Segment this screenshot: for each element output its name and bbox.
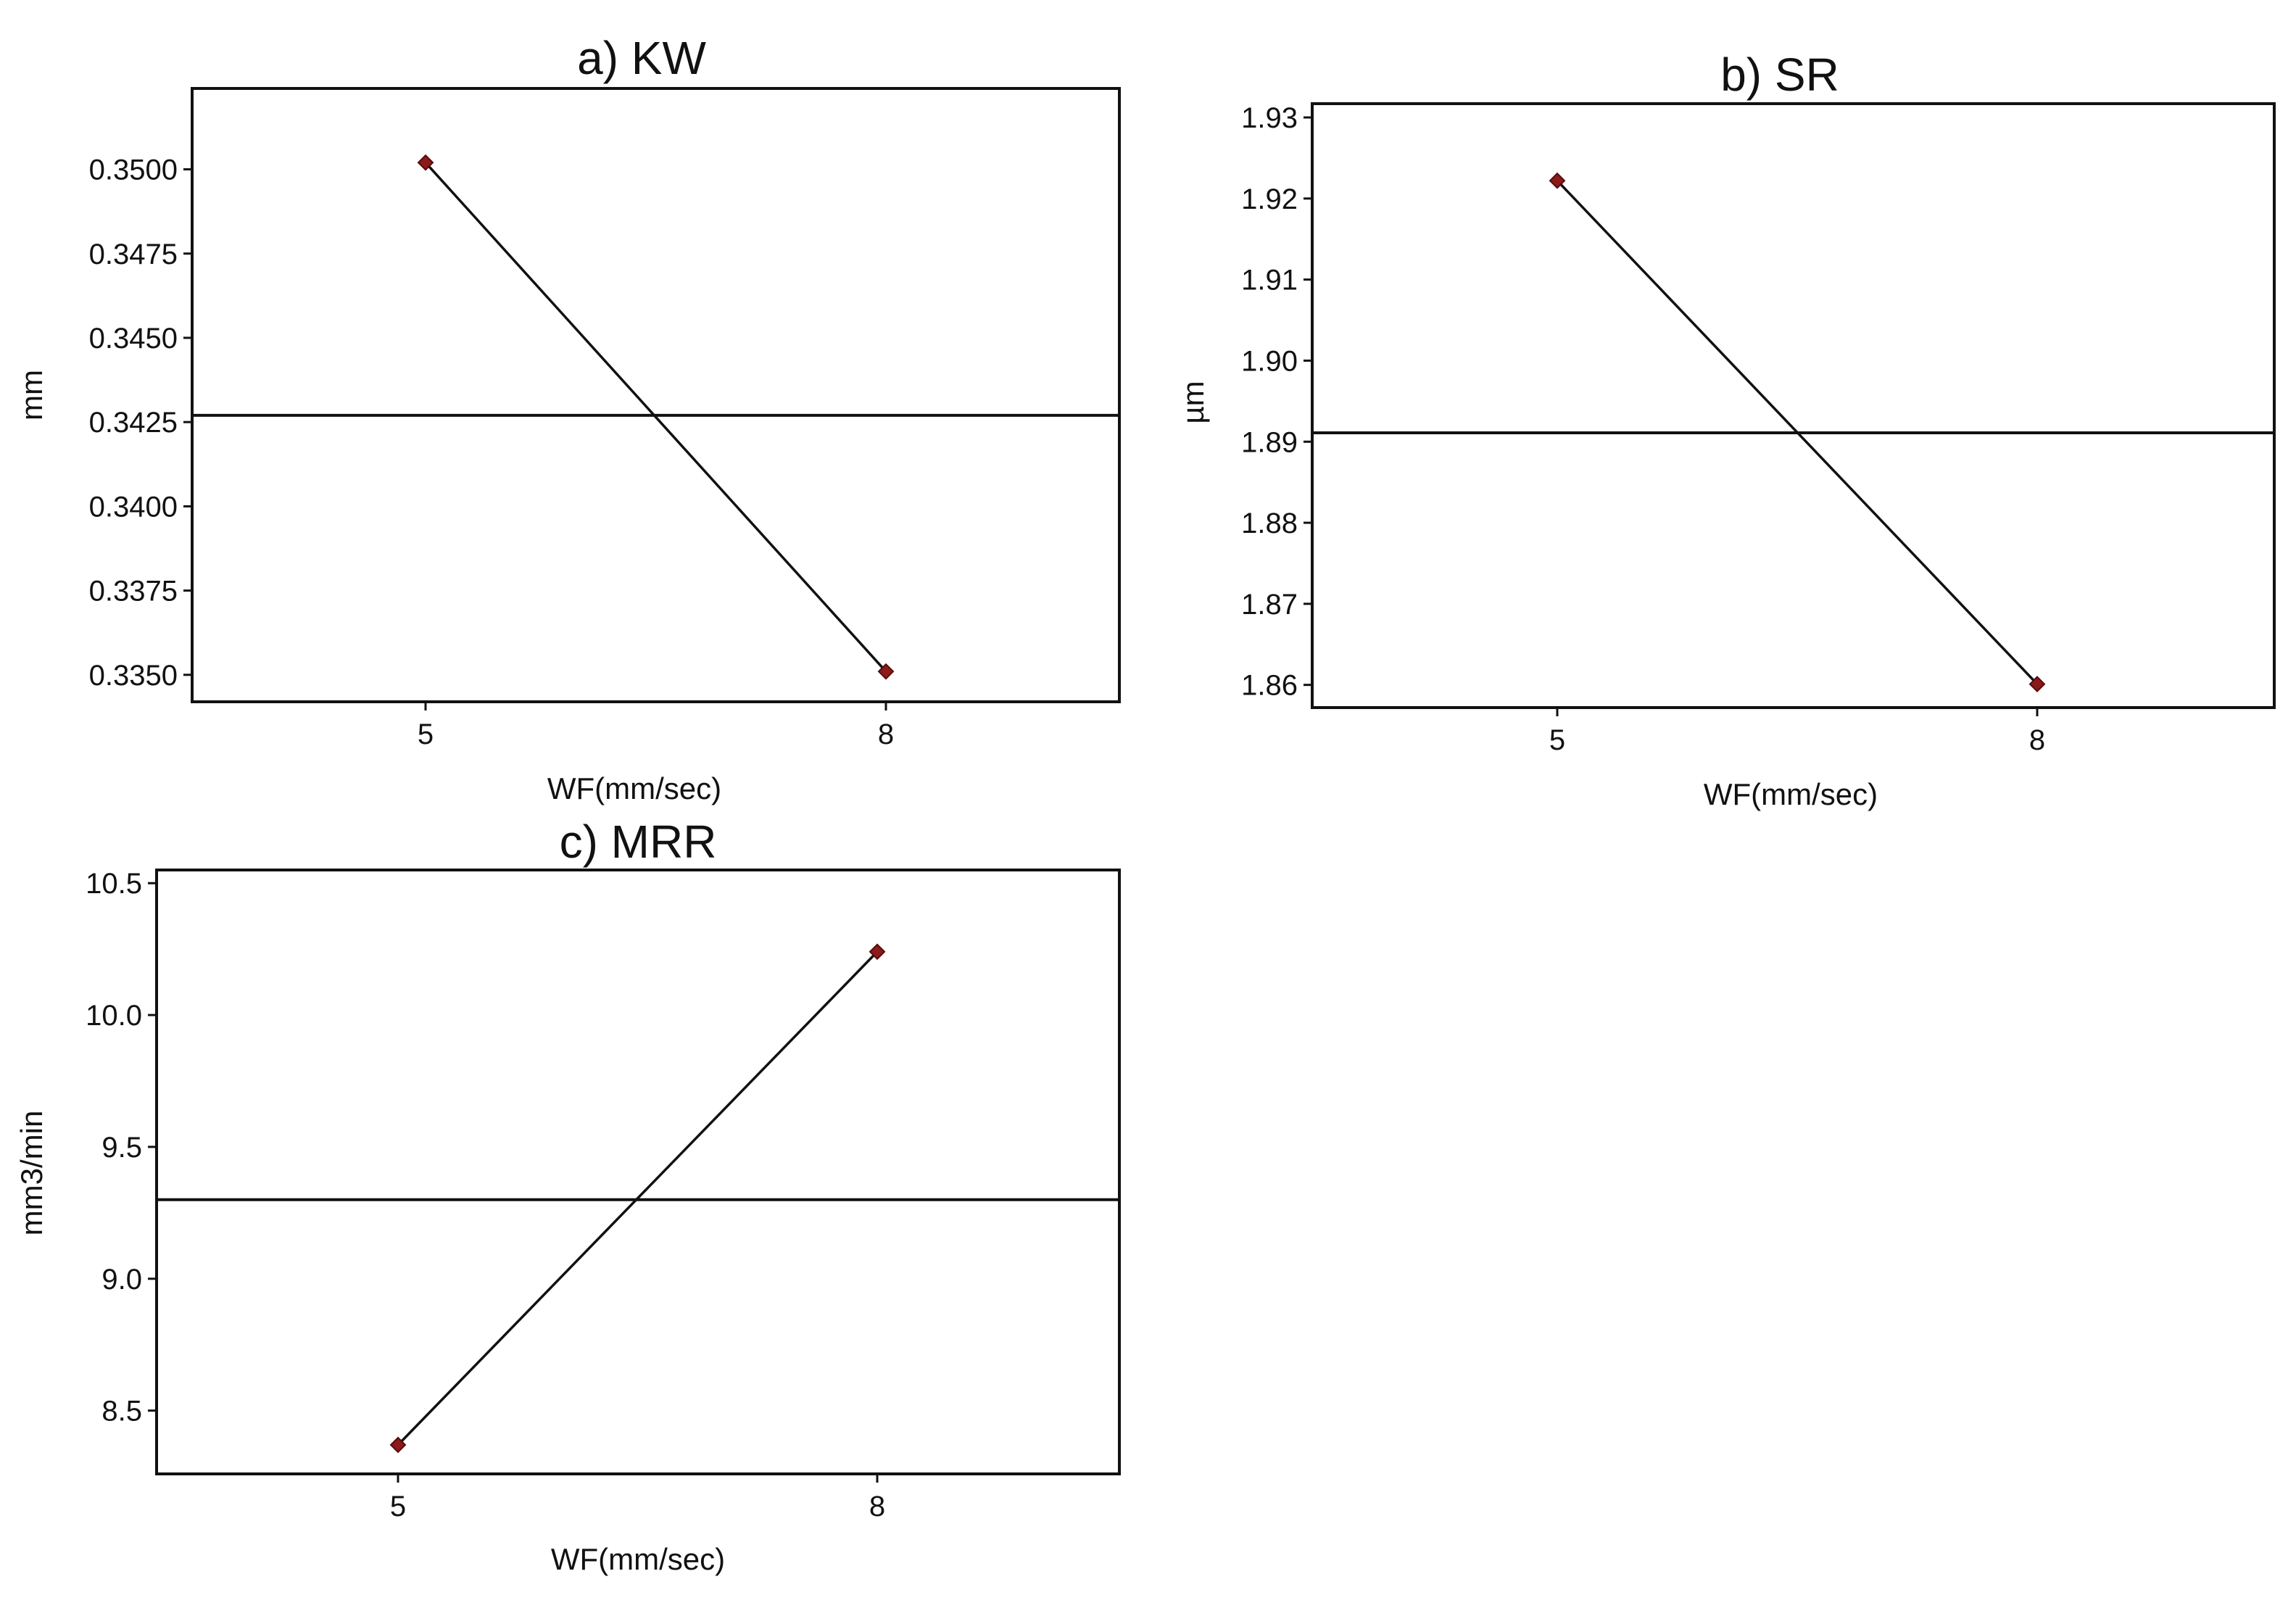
- chart-panel-sr: b) SR µm WF(mm/sec) 1.86 1.87 1.88 1.89 1.90…: [1176, 49, 2276, 811]
- data-point-sr: [2028, 676, 2046, 692]
- y-tick-label-kw: 0.3475: [89, 239, 178, 270]
- x-tick-label-sr: 5: [1549, 724, 1565, 756]
- data-point-sr: [1549, 172, 1566, 189]
- y-tick-label-sr: 1.87: [1241, 589, 1298, 621]
- y-tick-label-kw: 0.3425: [89, 407, 178, 439]
- y-tick-label-sr: 1.88: [1241, 507, 1298, 539]
- y-axis-label-kw: mm: [14, 370, 49, 420]
- series-line-kw: [424, 162, 887, 673]
- y-tick-label-sr: 1.86: [1241, 670, 1298, 702]
- chart-panel-mrr: c) MRR mm3/min WF(mm/sec) 8.5 9.0 9.5 10.0 1…: [14, 816, 1121, 1576]
- y-axis-label-mrr: mm3/min: [14, 1111, 49, 1236]
- data-point-mrr: [389, 1436, 407, 1454]
- series-line-sr: [1556, 180, 2039, 685]
- y-axis-ticks-mrr: 8.5 9.0 9.5 10.0 10.5: [86, 868, 157, 1428]
- chart-panel-kw: a) KW mm WF(mm/sec) 0.33500.33750.34000.…: [14, 32, 1121, 805]
- x-axis-label-mrr: WF(mm/sec): [551, 1542, 725, 1576]
- plot-frame-sr: [1311, 102, 2276, 709]
- chart-title-sr: b) SR: [1720, 49, 1839, 101]
- plot-frame-mrr: [155, 869, 1121, 1475]
- y-tick-label-mrr: 10.0: [86, 1000, 142, 1032]
- y-tick-label-sr: 1.89: [1241, 426, 1298, 458]
- chart-title-mrr: c) MRR: [560, 816, 717, 868]
- y-tick-label-mrr: 9.0: [101, 1264, 142, 1296]
- y-axis-label-sr: µm: [1176, 381, 1210, 423]
- data-point-kw: [417, 154, 434, 171]
- x-tick-label-mrr: 8: [869, 1491, 885, 1522]
- y-tick-label-kw: 0.3350: [89, 660, 178, 692]
- series-line-mrr: [397, 950, 879, 1446]
- x-axis-label-sr: WF(mm/sec): [1704, 777, 1878, 811]
- plot-frame-kw: [191, 87, 1121, 703]
- markers-kw: [417, 154, 895, 680]
- y-tick-label-kw: 0.3500: [89, 154, 178, 186]
- y-tick-label-sr: 1.93: [1241, 102, 1298, 134]
- y-tick-label-kw: 0.3450: [89, 323, 178, 355]
- y-tick-label-kw: 0.3400: [89, 491, 178, 523]
- y-axis-ticks-kw: 0.3350 0.3375 0.3400 0.3425 0.3450 0.3475 0.35…: [89, 154, 192, 692]
- x-tick-label-kw: 8: [878, 718, 894, 750]
- data-point-kw: [877, 663, 895, 680]
- markers-sr: [1549, 172, 2046, 692]
- chart-title-kw: a) KW: [577, 32, 706, 84]
- y-tick-label-sr: 1.91: [1241, 265, 1298, 297]
- x-tick-label-kw: 5: [418, 718, 434, 750]
- data-point-mrr: [869, 943, 886, 961]
- y-tick-label-mrr: 10.5: [86, 868, 142, 900]
- x-tick-label-sr: 8: [2029, 724, 2045, 756]
- y-tick-label-mrr: 9.5: [101, 1132, 142, 1164]
- y-tick-label-mrr: 8.5: [101, 1396, 142, 1428]
- y-tick-label-sr: 1.92: [1241, 183, 1298, 215]
- y-tick-label-kw: 0.3375: [89, 576, 178, 608]
- x-tick-label-mrr: 5: [390, 1491, 406, 1522]
- markers-mrr: [389, 943, 886, 1454]
- y-axis-ticks-sr: 1.86 1.87 1.88 1.89 1.90 1.91 1.92 1.93: [1241, 102, 1312, 702]
- x-axis-label-kw: WF(mm/sec): [547, 771, 721, 805]
- y-tick-label-sr: 1.90: [1241, 345, 1298, 377]
